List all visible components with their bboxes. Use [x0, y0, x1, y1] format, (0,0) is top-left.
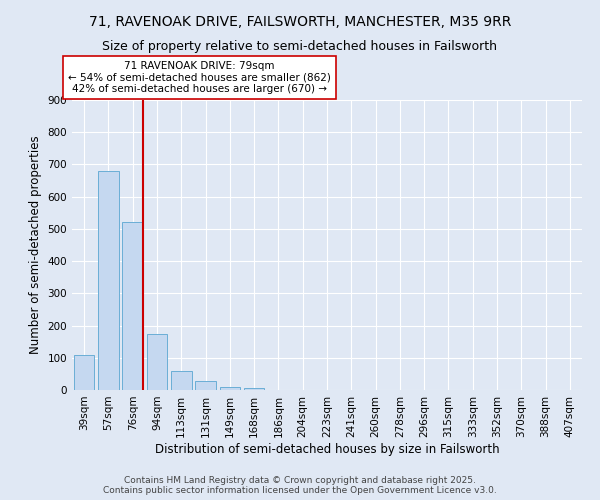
Text: 71, RAVENOAK DRIVE, FAILSWORTH, MANCHESTER, M35 9RR: 71, RAVENOAK DRIVE, FAILSWORTH, MANCHEST…: [89, 15, 511, 29]
X-axis label: Distribution of semi-detached houses by size in Failsworth: Distribution of semi-detached houses by …: [155, 442, 499, 456]
Bar: [74, 354, 94, 390]
Bar: [195, 381, 216, 390]
Text: Contains HM Land Registry data © Crown copyright and database right 2025.
Contai: Contains HM Land Registry data © Crown c…: [103, 476, 497, 495]
Bar: [220, 387, 240, 390]
Text: 71 RAVENOAK DRIVE: 79sqm
← 54% of semi-detached houses are smaller (862)
42% of : 71 RAVENOAK DRIVE: 79sqm ← 54% of semi-d…: [68, 61, 331, 94]
Bar: [171, 370, 191, 390]
Text: Size of property relative to semi-detached houses in Failsworth: Size of property relative to semi-detach…: [103, 40, 497, 53]
Bar: [244, 388, 265, 390]
Bar: [98, 171, 119, 390]
Bar: [146, 334, 167, 390]
Y-axis label: Number of semi-detached properties: Number of semi-detached properties: [29, 136, 42, 354]
Bar: [122, 222, 143, 390]
